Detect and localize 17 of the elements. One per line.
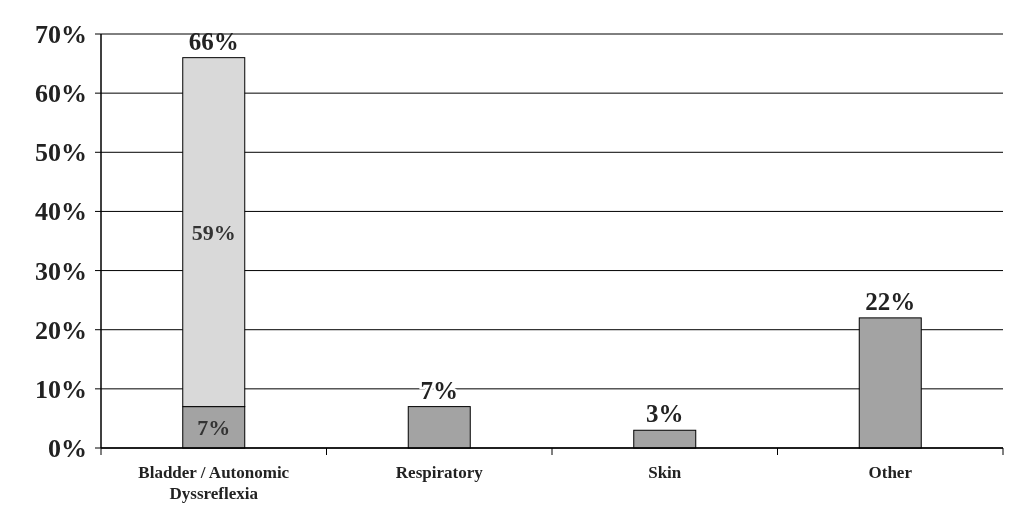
y-tick-label: 0% <box>48 434 87 463</box>
data-label: 22% <box>865 287 916 315</box>
y-tick-label: 30% <box>35 256 87 286</box>
data-label: 59% <box>191 220 236 246</box>
x-tick-label: Other <box>868 463 913 482</box>
data-label: 3% <box>646 400 684 428</box>
x-tick-label: Bladder / Autonomic Dyssreflexia <box>138 463 290 503</box>
x-tick-label: Respiratory <box>395 463 484 482</box>
total-label: 66% <box>188 27 239 55</box>
y-tick-label: 20% <box>35 315 87 345</box>
y-tick-label: 10% <box>35 374 87 404</box>
data-label: 7% <box>197 415 231 441</box>
y-tick-label: 70% <box>35 20 87 49</box>
y-tick-label: 40% <box>35 197 87 227</box>
y-tick-label: 50% <box>35 138 87 168</box>
x-tick-label: Skin <box>648 463 682 482</box>
y-tick-label: 60% <box>35 79 87 109</box>
